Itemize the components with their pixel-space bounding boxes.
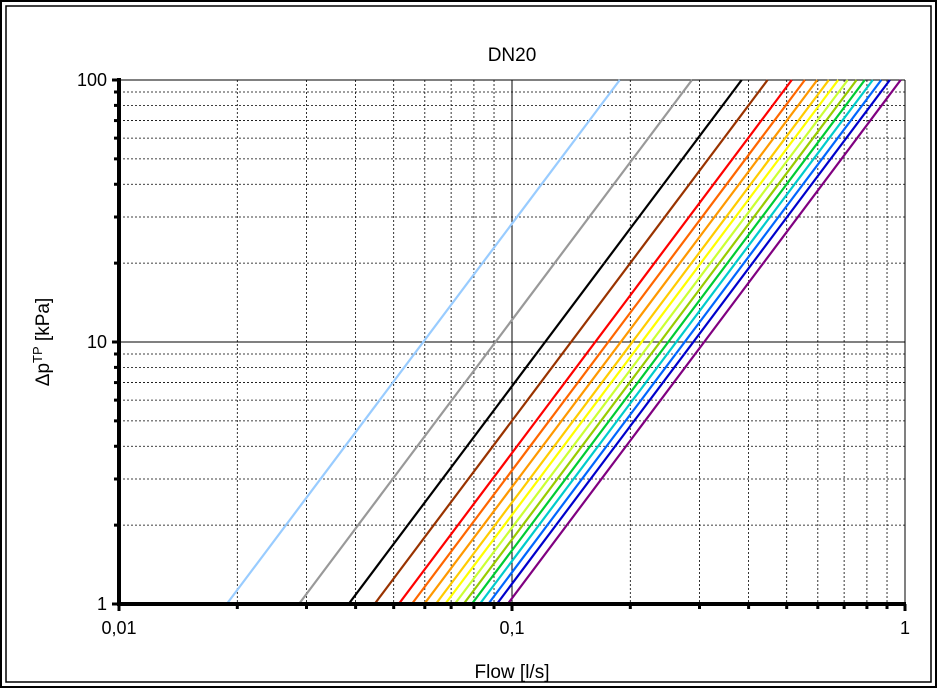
y-axis-label: ΔpTP [kPa] xyxy=(30,298,54,386)
series-line-2 xyxy=(298,79,693,604)
series-line-7 xyxy=(423,79,819,604)
series-line-10 xyxy=(453,79,849,604)
series-line-9 xyxy=(444,79,840,604)
y-axis-label-sup: TP xyxy=(30,346,45,363)
x-tick-label-3: 1 xyxy=(900,618,910,638)
tick-labels: 0,01 0,1 1 1 10 100 xyxy=(77,70,910,638)
series-line-6 xyxy=(410,79,806,604)
y-tick-label-2: 10 xyxy=(87,332,107,352)
y-axis-label-rest: [kPa] xyxy=(33,298,54,347)
series-line-1 xyxy=(225,79,621,604)
series-line-15 xyxy=(495,79,891,604)
series-line-11 xyxy=(462,79,858,604)
x-tick-label-1: 0,01 xyxy=(101,618,136,638)
axes xyxy=(112,78,907,611)
grid xyxy=(119,79,906,604)
series-line-16 xyxy=(506,79,902,604)
series-line-14 xyxy=(487,79,883,604)
series-line-13 xyxy=(478,79,874,604)
series-group xyxy=(225,79,902,604)
chart-title: DN20 xyxy=(488,45,537,66)
series-line-12 xyxy=(470,79,866,604)
y-tick-label-1: 1 xyxy=(97,594,107,614)
inner-border xyxy=(5,5,932,683)
series-line-3 xyxy=(347,79,743,604)
series-line-8 xyxy=(434,79,830,604)
series-line-5 xyxy=(397,79,793,604)
x-tick-label-2: 0,1 xyxy=(499,618,524,638)
y-tick-label-3: 100 xyxy=(77,70,107,90)
series-line-4 xyxy=(373,79,769,604)
y-axis-label-base: Δp xyxy=(33,363,54,386)
x-axis-label: Flow [l/s] xyxy=(475,662,550,683)
